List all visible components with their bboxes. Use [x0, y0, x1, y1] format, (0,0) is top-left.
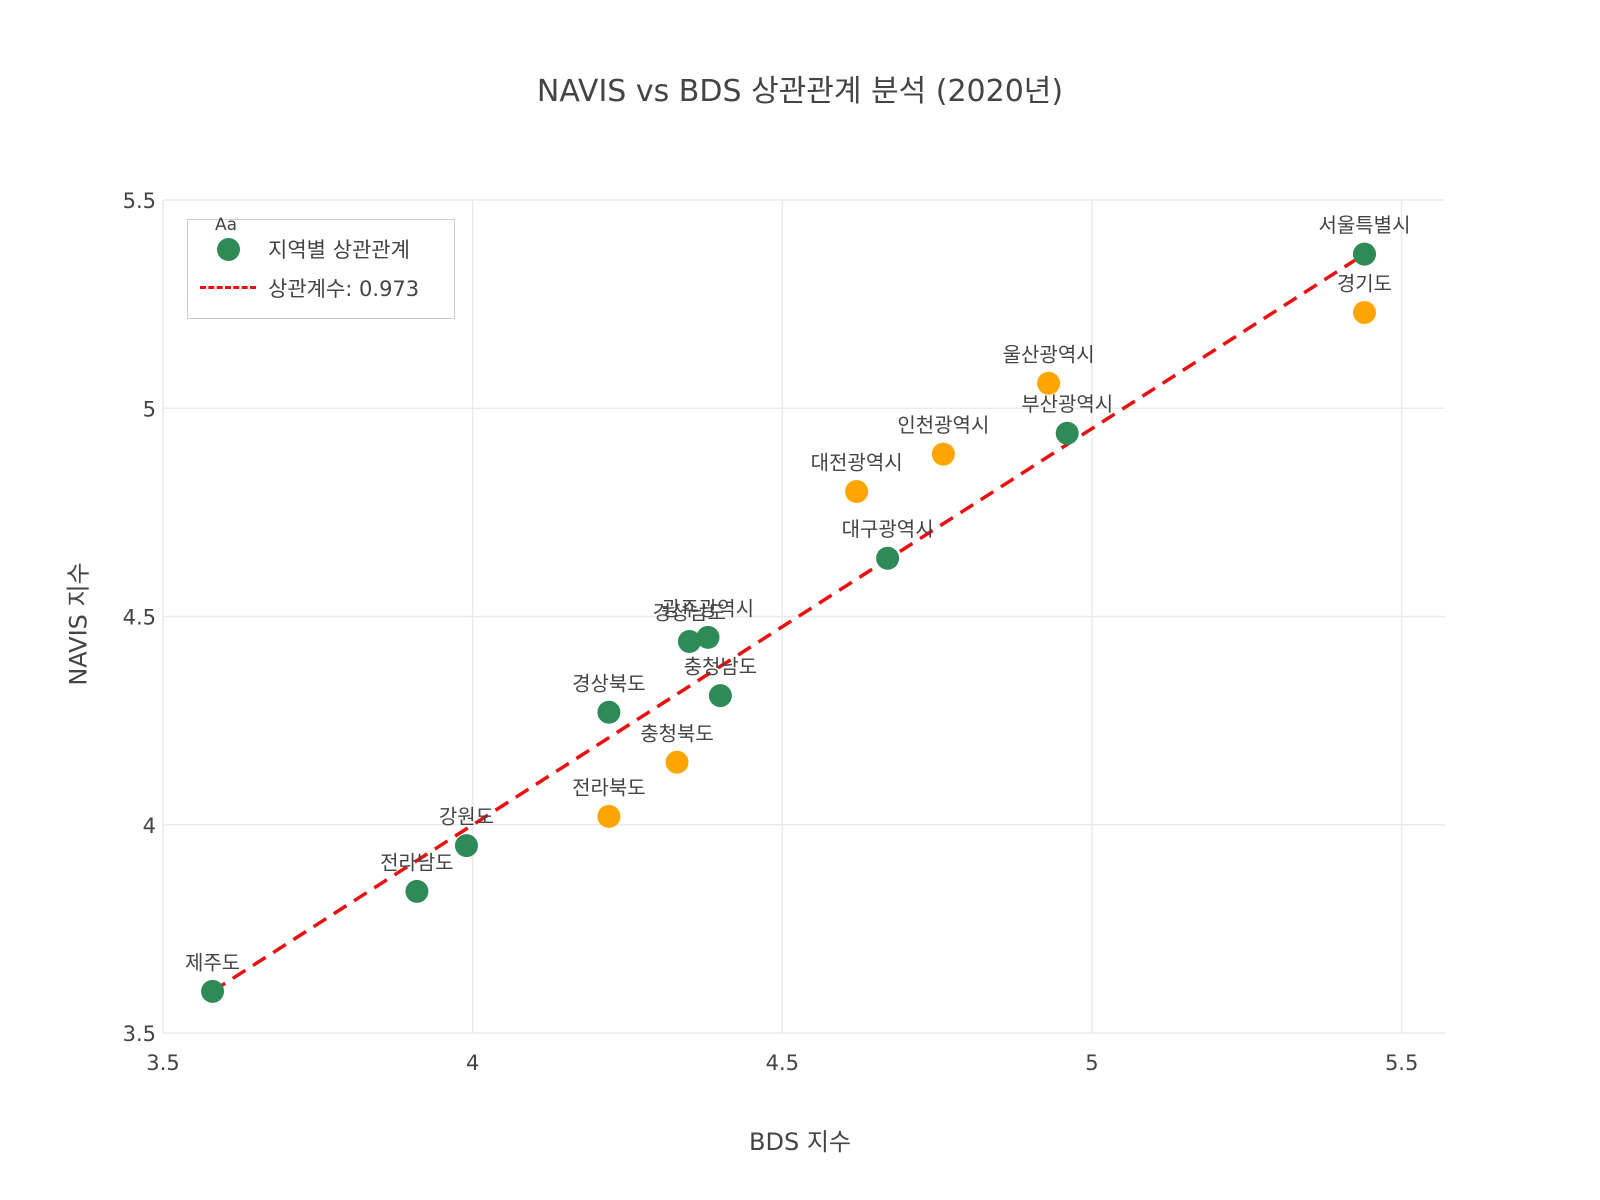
- data-label: 울산광역시: [1003, 342, 1095, 366]
- data-point[interactable]: [1352, 242, 1376, 266]
- data-label: 경상북도: [572, 671, 646, 695]
- x-tick-label: 4: [466, 1051, 479, 1075]
- data-label: 광주광역시: [662, 596, 754, 620]
- data-label: 경상남도: [653, 600, 727, 624]
- data-point[interactable]: [1055, 421, 1079, 445]
- data-label: 전라남도: [380, 850, 454, 874]
- x-axis-label: BDS 지수: [749, 1128, 851, 1156]
- data-point[interactable]: [454, 834, 478, 858]
- data-point[interactable]: [677, 629, 701, 653]
- legend-item-correlation[interactable]: 상관계수: 0.973: [188, 273, 419, 303]
- data-label: 서울특별시: [1318, 213, 1410, 237]
- data-label: 제주도: [185, 950, 240, 974]
- data-point[interactable]: [665, 750, 689, 774]
- y-tick-label: 4: [143, 814, 156, 838]
- data-label: 경기도: [1337, 271, 1392, 295]
- legend-aa-label: Aa: [215, 215, 238, 235]
- data-point[interactable]: [1037, 371, 1061, 395]
- data-point[interactable]: [708, 684, 732, 708]
- data-point[interactable]: [597, 804, 621, 828]
- data-point[interactable]: [201, 979, 225, 1003]
- data-point[interactable]: [931, 442, 955, 466]
- data-label: 부산광역시: [1021, 392, 1113, 416]
- legend[interactable]: Aa 지역별 상관관계 상관계수: 0.973: [187, 215, 455, 319]
- data-point[interactable]: [696, 625, 720, 649]
- data-label: 대전광역시: [811, 451, 903, 475]
- data-point[interactable]: [1352, 300, 1376, 324]
- data-label: 대구광역시: [842, 517, 934, 541]
- data-point[interactable]: [845, 480, 869, 504]
- legend-label-regions: 지역별 상관관계: [268, 238, 410, 262]
- data-label: 인천광역시: [897, 413, 989, 437]
- data-point[interactable]: [876, 546, 900, 570]
- data-label: 충청북도: [640, 721, 714, 745]
- y-tick-label: 5.5: [123, 189, 156, 213]
- y-tick-label: 3.5: [123, 1022, 156, 1046]
- data-label: 충청남도: [684, 655, 758, 679]
- x-tick-label: 5.5: [1385, 1051, 1418, 1075]
- legend-item-regions[interactable]: 지역별 상관관계: [188, 234, 410, 264]
- x-tick-label: 3.5: [146, 1051, 179, 1075]
- chart-title: NAVIS vs BDS 상관관계 분석 (2020년): [536, 74, 1064, 109]
- trend-line: [211, 252, 1366, 993]
- data-label: 강원도: [439, 805, 494, 829]
- y-axis-label: NAVIS 지수: [64, 562, 93, 686]
- y-tick-label: 5: [143, 397, 156, 421]
- x-tick-label: 4.5: [766, 1051, 799, 1075]
- legend-marker-circle: [217, 238, 240, 261]
- data-label: 전라북도: [572, 775, 646, 799]
- data-point[interactable]: [597, 700, 621, 724]
- y-tick-label: 4.5: [123, 606, 156, 630]
- x-tick-label: 5: [1085, 1051, 1098, 1075]
- legend-label-correlation: 상관계수: 0.973: [268, 277, 420, 301]
- legend-marker-dashed-line: [200, 286, 256, 289]
- data-point[interactable]: [405, 879, 429, 903]
